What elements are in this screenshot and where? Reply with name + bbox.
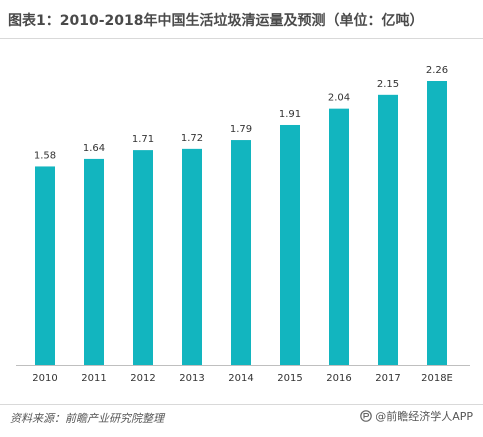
data-label-2018E: 2.26 bbox=[426, 65, 448, 76]
footer-divider bbox=[0, 404, 483, 405]
bar-2016 bbox=[329, 108, 349, 366]
source-note: 资料来源：前瞻产业研究院整理 bbox=[10, 412, 164, 425]
data-label-2014: 1.79 bbox=[230, 124, 252, 135]
data-label-2017: 2.15 bbox=[377, 79, 399, 90]
x-tick-label-2018E: 2018E bbox=[421, 373, 453, 384]
x-tick-label-2014: 2014 bbox=[228, 373, 253, 384]
x-tick-label-2013: 2013 bbox=[179, 373, 204, 384]
brand-label: @前瞻经济学人APP bbox=[375, 410, 473, 423]
data-label-2016: 2.04 bbox=[328, 93, 350, 104]
bar-2018E bbox=[427, 81, 447, 365]
data-label-2010: 1.58 bbox=[34, 150, 56, 161]
chart-title: 图表1：2010-2018年中国生活垃圾清运量及预测（单位：亿吨） bbox=[8, 13, 424, 29]
bar-2017 bbox=[378, 94, 398, 365]
data-label-2011: 1.64 bbox=[83, 143, 105, 154]
x-tick-label-2012: 2012 bbox=[130, 373, 155, 384]
bar-2015 bbox=[280, 124, 300, 365]
x-tick-label-2010: 2010 bbox=[32, 373, 57, 384]
x-tick-label-2011: 2011 bbox=[81, 373, 106, 384]
bar-2010 bbox=[35, 166, 55, 365]
x-tick-label-2016: 2016 bbox=[326, 373, 351, 384]
bar-2014 bbox=[231, 140, 251, 365]
data-label-2013: 1.72 bbox=[181, 133, 203, 144]
bar-2011 bbox=[84, 158, 104, 365]
x-tick-label-2017: 2017 bbox=[375, 373, 400, 384]
bar-2012 bbox=[133, 150, 153, 365]
bar-2013 bbox=[182, 148, 202, 365]
data-label-2015: 1.91 bbox=[279, 109, 301, 120]
x-tick-label-2015: 2015 bbox=[277, 373, 302, 384]
data-label-2012: 1.71 bbox=[132, 134, 154, 145]
qianzhan-logo-icon bbox=[360, 410, 373, 422]
title-divider bbox=[0, 38, 483, 39]
brand-credit: @前瞻经济学人APP bbox=[360, 408, 473, 424]
